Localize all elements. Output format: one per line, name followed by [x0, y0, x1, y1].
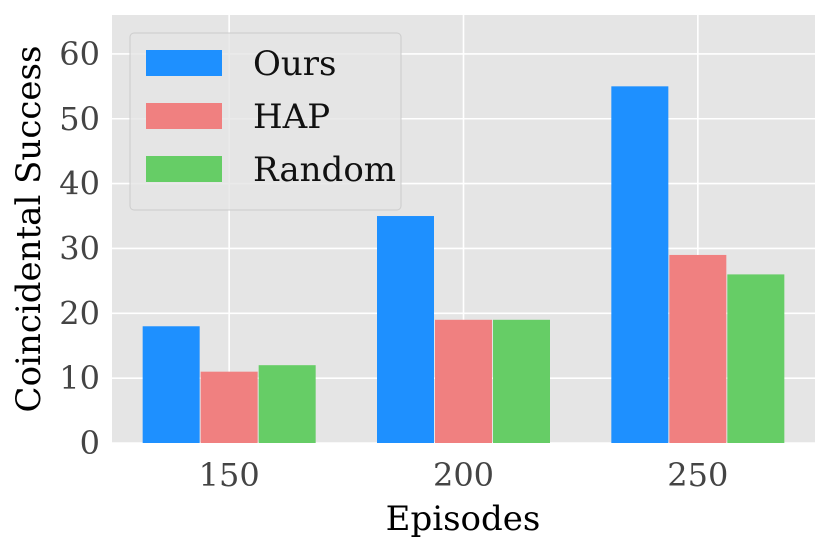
y-tick-label-10: 10: [59, 359, 100, 397]
bar-random-200: [493, 319, 550, 443]
y-tick-label-0: 0: [80, 424, 100, 462]
y-tick-label-40: 40: [59, 165, 100, 203]
bar-hap-250: [669, 254, 727, 443]
legend-label-ours: Ours: [253, 44, 336, 84]
x-tick-label-150: 150: [199, 456, 260, 494]
x-axis-title: Episodes: [386, 499, 541, 539]
legend-label-hap: HAP: [253, 97, 330, 137]
legend: Ours HAP Random: [129, 32, 402, 211]
bar-ours-150: [142, 326, 200, 443]
y-axis-ticks: 0 10 20 30 40 50 60: [59, 35, 100, 462]
y-axis-title: Coincidental Success: [9, 46, 49, 413]
bar-ours-250: [611, 86, 669, 443]
bar-hap-150: [200, 371, 258, 443]
bar-ours-200: [377, 216, 434, 443]
bar-random-150: [258, 365, 316, 443]
bar-random-250: [727, 274, 785, 443]
x-tick-label-250: 250: [667, 456, 728, 494]
legend-swatch-hap: [146, 103, 222, 129]
y-tick-label-60: 60: [59, 35, 100, 73]
bars: [142, 86, 785, 443]
legend-label-random: Random: [253, 150, 396, 190]
y-tick-label-20: 20: [59, 294, 100, 332]
y-tick-label-50: 50: [59, 100, 100, 138]
legend-swatch-random: [146, 156, 222, 182]
x-axis-ticks: 150 200 250: [199, 456, 729, 494]
bar-hap-200: [435, 319, 492, 443]
legend-swatch-ours: [146, 50, 222, 76]
x-tick-label-200: 200: [433, 456, 494, 494]
y-tick-label-30: 30: [59, 229, 100, 267]
